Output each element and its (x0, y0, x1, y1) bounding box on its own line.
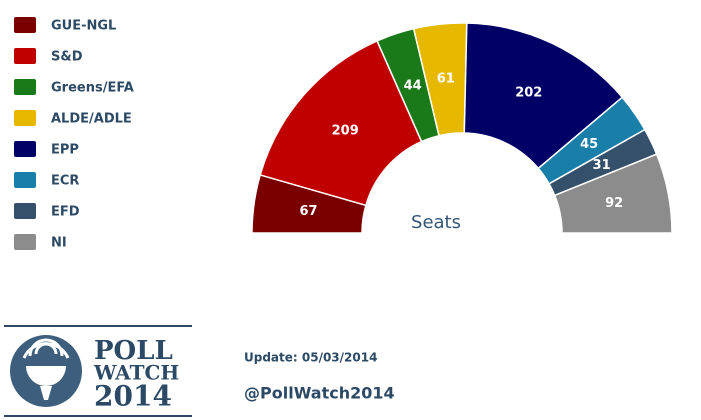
legend-swatch (14, 79, 36, 95)
logo-text: 2014 (94, 380, 172, 413)
legend-label: NI (51, 236, 67, 251)
logo-text: POLL (94, 336, 173, 366)
logo-icon (22, 338, 70, 359)
logo: POLL WATCH 2014 (4, 325, 192, 417)
data-label: 92 (605, 196, 623, 211)
chart-title: Seats (411, 212, 461, 233)
legend-label: EFD (51, 205, 80, 220)
data-label: 67 (299, 204, 317, 219)
legend-label: ALDE/ADLE (51, 112, 132, 127)
data-label: 61 (437, 71, 455, 86)
legend-label: S&D (51, 50, 83, 65)
legend-swatch (14, 234, 36, 250)
data-label: 209 (332, 124, 359, 139)
data-label: 44 (404, 79, 422, 94)
data-label: 45 (580, 137, 598, 152)
legend-swatch (14, 110, 36, 126)
legend-label: GUE-NGL (51, 19, 116, 34)
legend-swatch (14, 17, 36, 33)
data-label: 31 (593, 158, 611, 173)
seat-segment (553, 153, 673, 234)
legend-swatch (14, 48, 36, 64)
logo-icon (26, 366, 66, 400)
twitter-handle: @PollWatch2014 (244, 384, 395, 403)
update-date: Update: 05/03/2014 (244, 351, 377, 365)
legend-label: EPP (51, 143, 79, 158)
seat-segment (259, 39, 423, 207)
legend-swatch (14, 141, 36, 157)
logo-text: WATCH (93, 361, 179, 385)
data-label: 202 (515, 86, 542, 101)
legend-label: ECR (51, 174, 79, 189)
legend-swatch (14, 172, 36, 188)
legend-label: Greens/EFA (51, 81, 134, 96)
legend-swatch (14, 203, 36, 219)
